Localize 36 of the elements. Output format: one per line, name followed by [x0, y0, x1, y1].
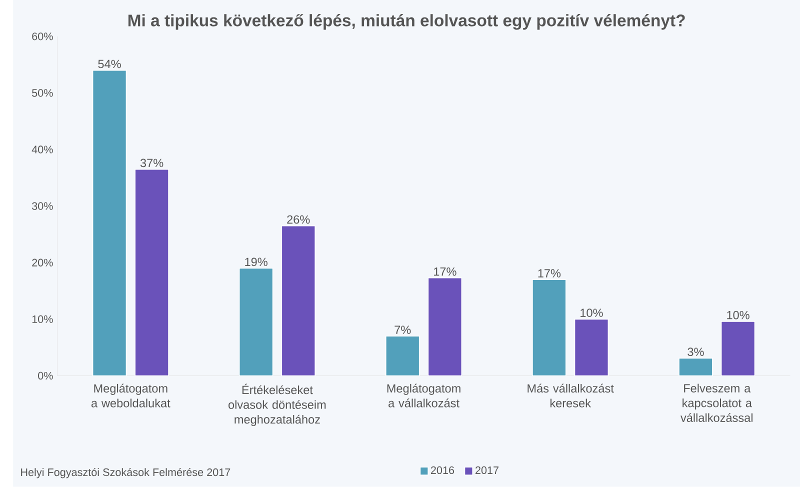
- bar: [532, 279, 566, 376]
- data-label: 7%: [394, 326, 411, 334]
- legend-label: 2017: [476, 466, 498, 474]
- x-tick-label: Felveszem a kapcsolatot a vállalkozással: [680, 384, 752, 422]
- data-label: 26%: [287, 215, 310, 224]
- data-label: 3%: [688, 348, 704, 356]
- data-label: 17%: [434, 268, 456, 276]
- y-tick-label: 50%: [32, 89, 53, 97]
- bar: [720, 321, 756, 376]
- data-label: 54%: [98, 60, 121, 68]
- bar: [574, 318, 609, 376]
- y-tick-label: 40%: [32, 146, 53, 154]
- bar: [281, 226, 316, 376]
- y-tick-label: 60%: [32, 32, 53, 40]
- data-label: 10%: [580, 308, 603, 318]
- x-tick-label: Meglátogatom a weboldalukat: [91, 384, 170, 408]
- legend-label: 2016: [430, 466, 454, 474]
- chart-title: Mi a tipikus következő lépés, miután elolvasott egy pozitív véleményt?: [128, 14, 685, 30]
- y-tick-label: 10%: [32, 315, 53, 324]
- data-label: 10%: [727, 310, 750, 320]
- y-tick-label: 20%: [32, 258, 53, 267]
- bar: [134, 168, 169, 376]
- x-tick-label: Meglátogatom a vállalkozást: [387, 384, 460, 408]
- data-label: 17%: [538, 269, 561, 278]
- x-tick-label: Más vállalkozást keresek: [528, 384, 614, 408]
- text: Helyi Fogyasztói Szokások Felmérése 2017: [21, 468, 230, 478]
- y-tick-label: 30%: [32, 202, 53, 210]
- bar: [92, 70, 127, 376]
- bar: [386, 336, 420, 376]
- bar: [428, 278, 462, 376]
- data-label: 37%: [140, 158, 164, 168]
- x-tick-label: Értékeléseket olvasok döntéseim meghozatalához: [228, 384, 326, 426]
- bar: [678, 358, 713, 376]
- y-tick-label: 0%: [38, 372, 53, 380]
- bar: [238, 268, 274, 376]
- data-label: 19%: [245, 258, 268, 266]
